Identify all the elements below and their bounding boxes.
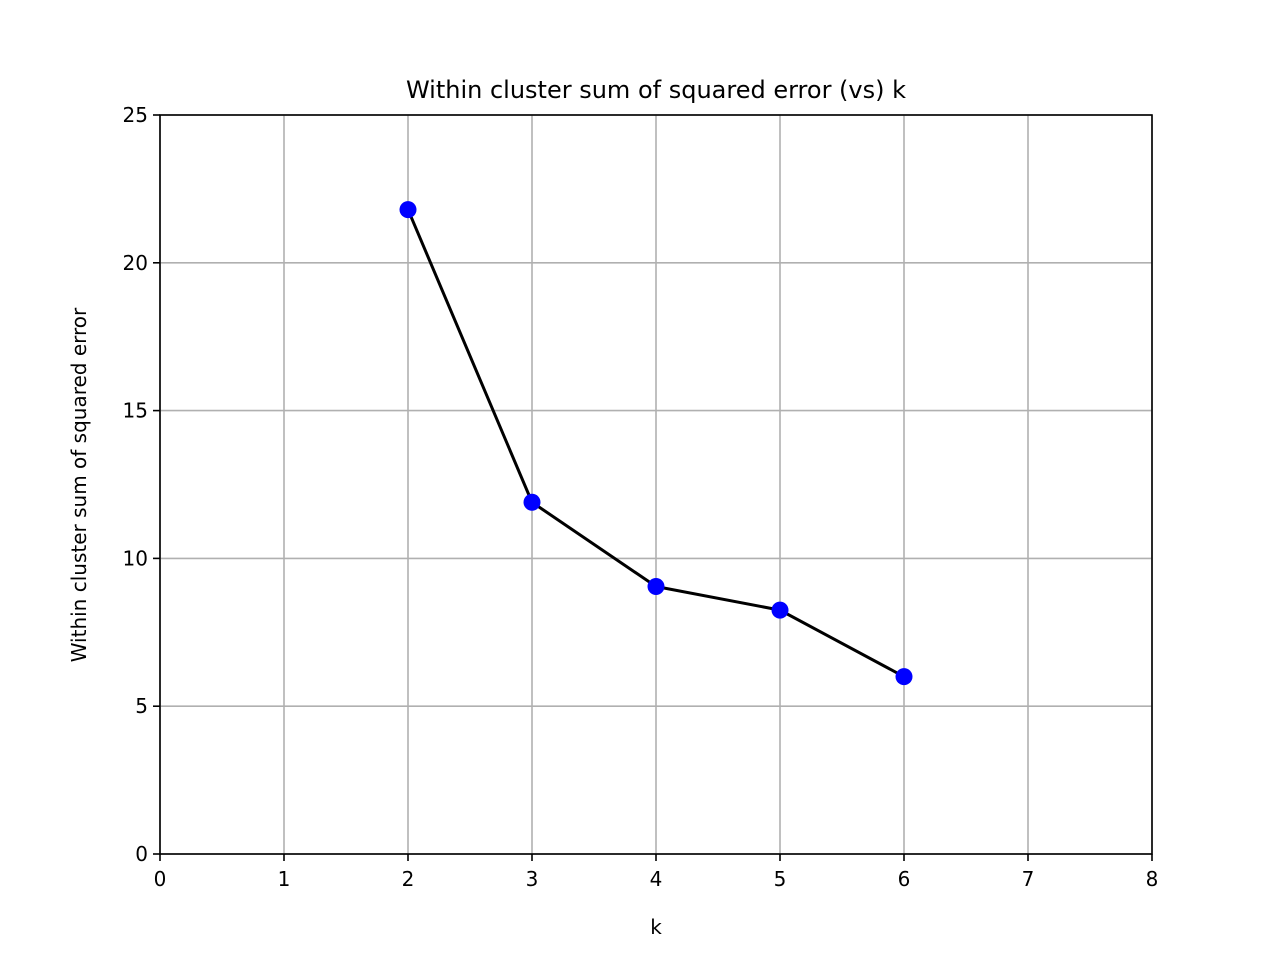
x-tick-label: 0 [154,867,167,891]
x-tick-label: 4 [650,867,663,891]
y-tick-label: 10 [123,546,148,570]
x-axis-ticks: 0 1 2 3 4 5 6 7 8 [154,854,1159,891]
data-point [399,201,417,219]
y-tick-label: 15 [123,399,148,423]
data-point [523,493,541,511]
y-tick-label: 20 [123,251,148,275]
x-axis-label: k [650,915,662,939]
chart-title: Within cluster sum of squared error (vs)… [406,76,906,104]
data-point [647,577,665,595]
data-point [771,601,789,619]
x-tick-label: 2 [402,867,415,891]
y-tick-label: 25 [123,103,148,127]
y-axis-label: Within cluster sum of squared error [67,307,91,662]
y-axis-ticks: 0 5 10 15 20 25 [123,103,160,866]
y-tick-label: 0 [135,842,148,866]
y-tick-label: 5 [135,694,148,718]
x-tick-label: 5 [774,867,787,891]
x-tick-label: 1 [278,867,291,891]
grid [159,114,1153,855]
data-point [895,668,913,686]
x-tick-label: 7 [1022,867,1035,891]
series-layer [399,201,913,686]
x-tick-label: 8 [1146,867,1159,891]
x-tick-label: 3 [526,867,539,891]
x-tick-label: 6 [898,867,911,891]
